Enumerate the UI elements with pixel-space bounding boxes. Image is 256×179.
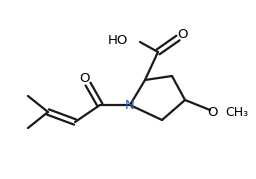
Text: CH₃: CH₃	[225, 105, 248, 118]
Text: HO: HO	[108, 33, 128, 47]
Text: O: O	[79, 71, 89, 84]
Text: O: O	[177, 28, 187, 40]
Text: O: O	[208, 105, 218, 118]
Text: N: N	[125, 98, 135, 112]
